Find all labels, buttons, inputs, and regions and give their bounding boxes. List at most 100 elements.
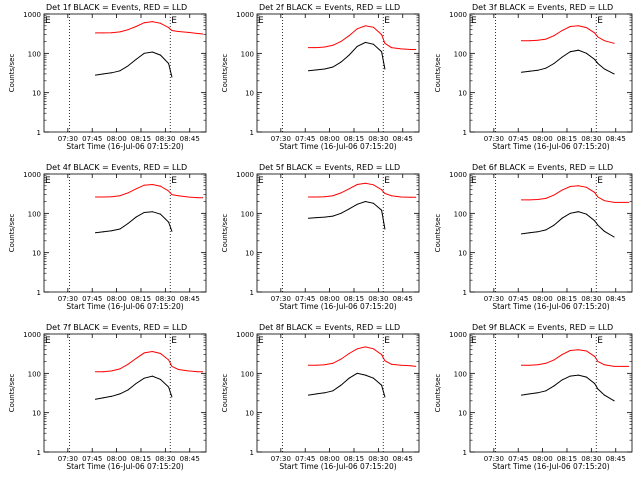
- x-tick-label: 08:30: [368, 135, 388, 143]
- lld-line-point: [159, 22, 161, 24]
- y-tick-label: 100: [241, 370, 254, 378]
- events-line-point: [143, 211, 145, 213]
- events-line-point: [307, 217, 309, 219]
- x-axis-label: Start Time (16-Jul-06 07:15:20): [66, 302, 183, 311]
- events-line: [308, 41, 386, 72]
- events-line-point: [597, 63, 599, 65]
- events-line-point: [127, 223, 129, 225]
- y-tick-label: 1: [463, 289, 467, 297]
- y-tick-label: 100: [454, 370, 467, 378]
- event-marker-left: E: [45, 336, 51, 346]
- events-line-point: [529, 232, 531, 234]
- lld-line-point: [364, 25, 366, 27]
- lld-line-point: [628, 365, 630, 367]
- lld-line-point: [135, 26, 137, 28]
- y-axis-label: Counts/sec: [8, 374, 16, 413]
- x-tick-label: 07:30: [271, 455, 291, 463]
- event-marker-left: E: [471, 16, 477, 26]
- lld-line: [308, 346, 416, 367]
- events-line-point: [103, 397, 105, 399]
- lld-line-point: [151, 21, 153, 23]
- x-tick-label: 07:45: [295, 135, 315, 143]
- events-line-point: [613, 73, 615, 75]
- events-line-point: [332, 66, 334, 68]
- y-tick-label: 1: [37, 289, 41, 297]
- events-line-point: [103, 231, 105, 233]
- lld-line-point: [307, 47, 309, 49]
- y-tick-label: 1000: [23, 171, 41, 179]
- events-line-point: [529, 393, 531, 395]
- events-line-point: [324, 392, 326, 394]
- events-line-point: [520, 71, 522, 73]
- x-tick-label: 08:15: [131, 295, 151, 303]
- lld-line-point: [597, 196, 599, 198]
- x-tick-label: 07:30: [484, 455, 504, 463]
- lld-line-point: [143, 352, 145, 354]
- lld-line-point: [537, 364, 539, 366]
- event-marker-right: E: [384, 336, 390, 346]
- lld-line-point: [159, 185, 161, 187]
- chart-panel-4: Det 4f BLACK = Events, RED = LLD 1 10 100 10…: [8, 163, 207, 311]
- lld-line-point: [171, 365, 173, 367]
- lld-line-point: [111, 32, 113, 34]
- events-line-point: [384, 396, 386, 398]
- y-tick-label: 1000: [236, 331, 254, 339]
- events-line-point: [537, 392, 539, 394]
- events-line-point: [356, 45, 358, 47]
- lld-line-point: [529, 40, 531, 42]
- events-line-point: [168, 386, 170, 388]
- lld-line-point: [340, 192, 342, 194]
- lld-line-point: [197, 197, 199, 199]
- y-tick-label: 1000: [449, 331, 467, 339]
- lld-line-point: [103, 371, 105, 373]
- lld-line-point: [545, 197, 547, 199]
- x-tick-label: 07:45: [508, 135, 528, 143]
- events-line-point: [171, 396, 173, 398]
- lld-line-point: [348, 35, 350, 37]
- y-axis-label: Counts/sec: [8, 54, 16, 93]
- events-line: [308, 372, 386, 398]
- y-tick-label: 1000: [449, 11, 467, 19]
- y-tick-label: 100: [28, 210, 41, 218]
- events-line: [521, 374, 615, 402]
- lld-line-point: [597, 360, 599, 362]
- lld-line-point: [307, 196, 309, 198]
- x-tick-label: 08:00: [320, 455, 340, 463]
- lld-line-point: [168, 359, 170, 361]
- y-axis-label: Counts/sec: [221, 374, 229, 413]
- lld-line-point: [381, 34, 383, 36]
- events-line-point: [553, 385, 555, 387]
- plot-frame: [469, 13, 633, 133]
- lld-line-point: [356, 348, 358, 350]
- lld-line: [308, 25, 416, 50]
- events-line-point: [168, 63, 170, 65]
- events-line-point: [364, 41, 366, 43]
- x-tick-label: 08:15: [344, 455, 364, 463]
- events-line-point: [594, 58, 596, 60]
- plot-frame: [256, 13, 420, 133]
- x-tick-label: 08:30: [581, 455, 601, 463]
- y-tick-label: 1000: [23, 331, 41, 339]
- events-line-point: [135, 383, 137, 385]
- x-tick-label: 08:30: [581, 295, 601, 303]
- x-tick-label: 07:30: [484, 135, 504, 143]
- events-line-point: [577, 211, 579, 213]
- lld-line-point: [127, 192, 129, 194]
- events-line-point: [603, 394, 605, 396]
- lld-line-point: [151, 350, 153, 352]
- events-line-point: [94, 398, 96, 400]
- y-tick-label: 1: [463, 129, 467, 137]
- x-tick-label: 07:45: [295, 295, 315, 303]
- x-tick-label: 08:30: [155, 135, 175, 143]
- events-line-point: [372, 377, 374, 379]
- events-line-point: [151, 51, 153, 53]
- chart-panel-9: Det 9f BLACK = Events, RED = LLD 1 10 100 10…: [434, 323, 633, 471]
- chart-title: Det 4f BLACK = Events, RED = LLD: [46, 163, 187, 172]
- lld-line-point: [356, 28, 358, 30]
- lld-line-point: [202, 371, 204, 373]
- event-marker-left: E: [45, 176, 51, 186]
- y-axis-label: Counts/sec: [434, 214, 442, 253]
- events-line-point: [340, 61, 342, 63]
- lld-line-point: [168, 190, 170, 192]
- lld-line-point: [597, 36, 599, 38]
